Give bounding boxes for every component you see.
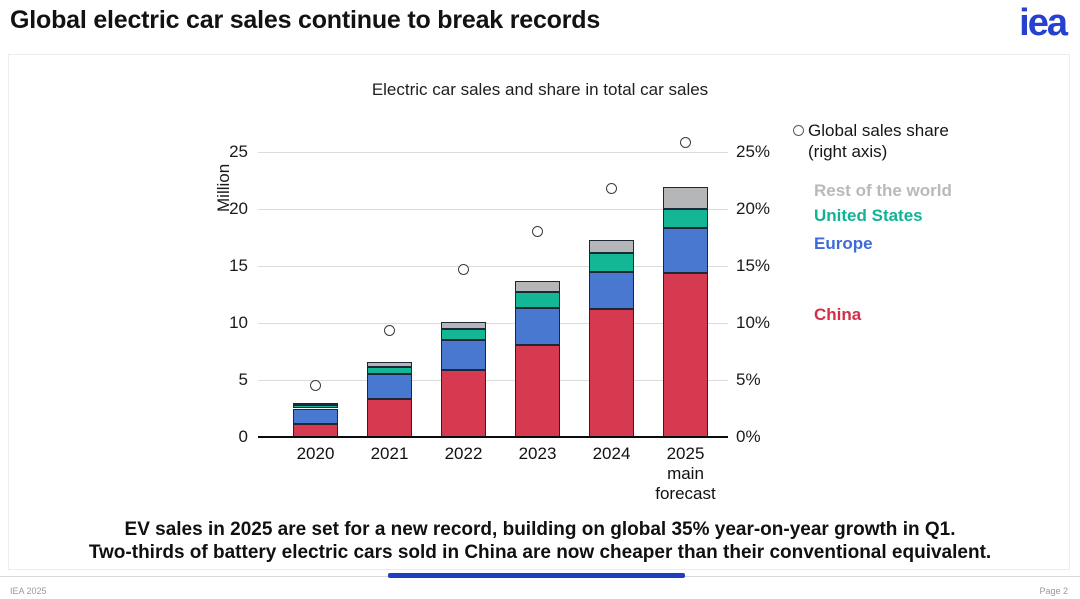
gridline <box>258 380 728 381</box>
right-axis-tick-label: 0% <box>736 427 761 446</box>
bar-segment-rest-of-the-world <box>441 321 486 329</box>
open-circle-icon <box>793 125 804 136</box>
y-axis-tick-label: 0 <box>238 427 248 446</box>
footer-page-number: Page 2 <box>1039 586 1068 596</box>
bar-segment-europe <box>515 308 560 345</box>
bar-segment-china <box>367 399 412 437</box>
bar-segment-europe <box>663 228 708 273</box>
right-axis-tick-label: 10% <box>736 313 771 332</box>
bar-segment-united-states <box>589 253 634 272</box>
bar-segment-rest-of-the-world <box>589 239 634 254</box>
right-axis-tick-label: 15% <box>736 256 771 275</box>
x-axis-label: 2024 <box>592 444 631 463</box>
x-axis-baseline <box>258 436 728 438</box>
bar-segment-rest-of-the-world <box>367 361 412 368</box>
bar-segment-united-states <box>515 292 560 309</box>
iea-logo: iea <box>1019 2 1068 44</box>
legend-item-united-states: United States <box>814 206 923 225</box>
x-axis-label: 2023 <box>518 444 557 463</box>
bar-segment-europe <box>293 408 338 425</box>
x-axis-label: 2025 main forecast <box>655 444 716 503</box>
x-axis-label: 2021 <box>370 444 409 463</box>
y-axis-tick-label: 5 <box>238 370 248 389</box>
right-axis-tick-label: 20% <box>736 199 771 218</box>
bar-segment-rest-of-the-world <box>663 187 708 209</box>
right-axis-tick-label: 5% <box>736 370 761 389</box>
y-axis-tick-label: 15 <box>229 256 248 275</box>
legend-share-label: Global sales share (right axis) <box>808 121 949 161</box>
caption-line-1: EV sales in 2025 are set for a new recor… <box>124 519 956 540</box>
chart-title: Electric car sales and share in total ca… <box>371 80 709 99</box>
caption-line-2: Two-thirds of battery electric cars sold… <box>88 542 992 563</box>
global-sales-share-marker <box>532 226 543 238</box>
chart-caption: EV sales in 2025 are set for a new recor… <box>0 518 1080 564</box>
legend-share-item: Global sales share (right axis) <box>793 120 949 162</box>
legend-item-china: China <box>814 305 862 324</box>
x-axis-label: 2022 <box>444 444 483 463</box>
global-sales-share-marker <box>458 263 469 275</box>
page-title: Global electric car sales continue to br… <box>10 6 601 34</box>
global-sales-share-marker <box>680 137 691 149</box>
progress-fill[interactable] <box>388 573 685 578</box>
gridline <box>258 209 728 210</box>
global-sales-share-marker <box>310 380 321 392</box>
gridline <box>258 152 728 153</box>
bar-segment-china <box>663 272 708 437</box>
legend-item-europe: Europe <box>814 234 873 253</box>
global-sales-share-marker <box>606 182 617 194</box>
legend-item-rest-of-the-world: Rest of the world <box>814 181 952 200</box>
y-axis-unit-label: Million <box>214 163 233 212</box>
gridline <box>258 323 728 324</box>
bar-segment-europe <box>367 374 412 400</box>
bar-segment-china <box>515 344 560 437</box>
footer-source: IEA 2025 <box>10 586 47 596</box>
bar-segment-united-states <box>441 328 486 341</box>
right-axis-tick-label: 25% <box>736 142 771 161</box>
y-axis-tick-label: 25 <box>229 142 248 161</box>
bar-segment-rest-of-the-world <box>293 402 338 405</box>
y-axis-tick-label: 20 <box>229 199 248 218</box>
bar-segment-china <box>441 369 486 437</box>
bar-segment-china <box>589 309 634 437</box>
bar-segment-united-states <box>367 367 412 375</box>
gridline <box>258 266 728 267</box>
bar-segment-united-states <box>293 404 338 409</box>
bar-segment-europe <box>441 340 486 370</box>
y-axis-tick-label: 10 <box>229 313 248 332</box>
bar-segment-united-states <box>663 209 708 229</box>
x-axis-label: 2020 <box>296 444 335 463</box>
bar-segment-europe <box>589 271 634 310</box>
bar-segment-rest-of-the-world <box>515 280 560 293</box>
global-sales-share-marker <box>384 325 395 337</box>
